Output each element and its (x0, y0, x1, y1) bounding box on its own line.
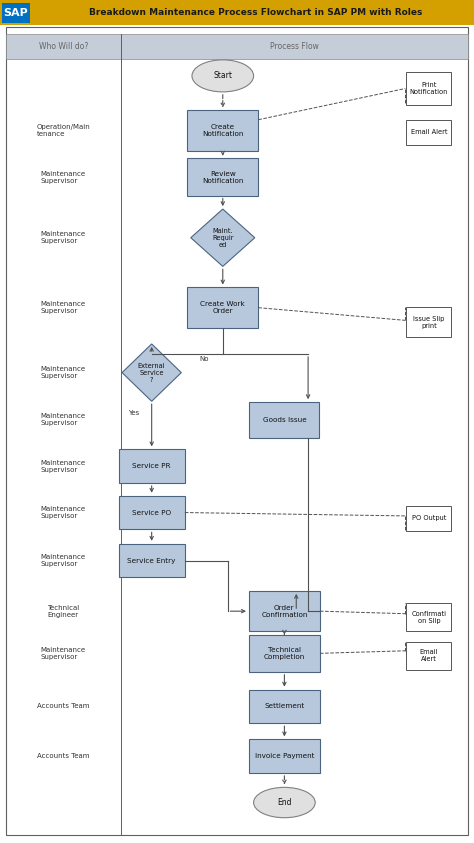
Text: Who Will do?: Who Will do? (38, 42, 88, 51)
Polygon shape (191, 209, 255, 266)
Text: Review
Notification: Review Notification (202, 170, 244, 184)
Text: Maintenance
Supervisor: Maintenance Supervisor (41, 170, 86, 184)
Text: Accounts Team: Accounts Team (37, 703, 90, 710)
FancyBboxPatch shape (407, 307, 451, 337)
Polygon shape (122, 344, 181, 401)
Text: Technical
Engineer: Technical Engineer (47, 604, 80, 618)
Text: Breakdown Maintenance Process Flowchart in SAP PM with Roles: Breakdown Maintenance Process Flowchart … (89, 8, 423, 17)
Text: Order
Confirmation: Order Confirmation (261, 604, 308, 618)
Text: External
Service
?: External Service ? (138, 362, 165, 383)
Text: Maintenance
Supervisor: Maintenance Supervisor (41, 554, 86, 567)
Text: Maint.
Requir
ed: Maint. Requir ed (212, 228, 234, 248)
FancyBboxPatch shape (249, 739, 320, 773)
FancyBboxPatch shape (249, 591, 320, 631)
FancyBboxPatch shape (118, 544, 185, 577)
Text: Technical
Completion: Technical Completion (264, 647, 305, 660)
Text: Process Flow: Process Flow (270, 42, 319, 51)
Text: PO Output: PO Output (412, 515, 446, 522)
Text: Create
Notification: Create Notification (202, 124, 244, 137)
FancyBboxPatch shape (249, 402, 319, 438)
Ellipse shape (192, 60, 254, 92)
Text: Goods Issue: Goods Issue (263, 416, 306, 423)
FancyBboxPatch shape (407, 642, 451, 670)
Text: Service PO: Service PO (132, 509, 171, 516)
Text: Yes: Yes (128, 410, 139, 416)
Text: Print
Notification: Print Notification (410, 82, 448, 95)
Text: Email Alert: Email Alert (410, 129, 447, 136)
Bar (0, 0, 474, 25)
FancyBboxPatch shape (407, 120, 451, 145)
FancyBboxPatch shape (407, 72, 451, 105)
Text: Settlement: Settlement (264, 703, 304, 710)
Text: Maintenance
Supervisor: Maintenance Supervisor (41, 506, 86, 519)
FancyBboxPatch shape (187, 287, 258, 328)
Text: Confirmati
on Slip: Confirmati on Slip (411, 610, 447, 624)
Bar (121, 34, 468, 59)
Text: Service Entry: Service Entry (128, 557, 176, 564)
Text: Issue Slip
print: Issue Slip print (413, 315, 445, 329)
FancyBboxPatch shape (118, 449, 185, 483)
Text: Maintenance
Supervisor: Maintenance Supervisor (41, 366, 86, 379)
FancyBboxPatch shape (187, 110, 258, 151)
Text: Maintenance
Supervisor: Maintenance Supervisor (41, 459, 86, 473)
Text: Create Work
Order: Create Work Order (201, 301, 245, 314)
Text: SAP: SAP (4, 8, 28, 18)
Text: Invoice Payment: Invoice Payment (255, 753, 314, 760)
Text: Maintenance
Supervisor: Maintenance Supervisor (41, 647, 86, 660)
Text: Maintenance
Supervisor: Maintenance Supervisor (41, 301, 86, 314)
Text: End: End (277, 798, 292, 807)
Text: Service PR: Service PR (132, 463, 171, 470)
Text: Start: Start (213, 72, 232, 80)
Bar (6, 34, 121, 59)
FancyBboxPatch shape (187, 158, 258, 196)
Ellipse shape (254, 787, 315, 818)
Text: No: No (199, 356, 209, 362)
Text: Operation/Main
tenance: Operation/Main tenance (36, 124, 90, 137)
FancyBboxPatch shape (2, 3, 30, 23)
FancyBboxPatch shape (118, 496, 185, 529)
Text: Maintenance
Supervisor: Maintenance Supervisor (41, 413, 86, 427)
FancyBboxPatch shape (249, 635, 320, 672)
Text: Accounts Team: Accounts Team (37, 753, 90, 760)
FancyBboxPatch shape (249, 690, 320, 723)
FancyBboxPatch shape (407, 603, 451, 631)
FancyBboxPatch shape (407, 506, 451, 531)
Text: Email
Alert: Email Alert (419, 649, 438, 663)
Text: Maintenance
Supervisor: Maintenance Supervisor (41, 231, 86, 244)
